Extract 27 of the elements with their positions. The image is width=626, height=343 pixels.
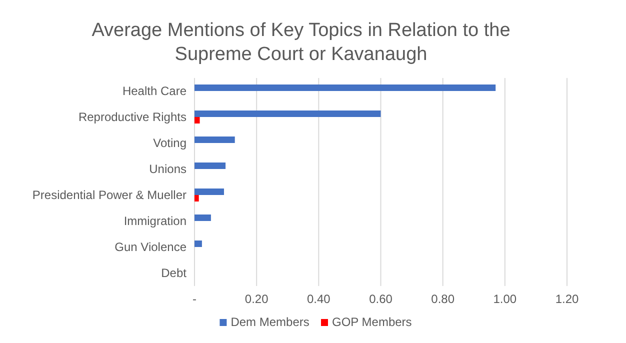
- x-tick-label: 1.20: [555, 292, 579, 306]
- bar: [194, 162, 226, 169]
- bar: [194, 110, 381, 117]
- x-tick-label: 0.60: [369, 292, 393, 306]
- bar: [194, 117, 200, 124]
- y-tick-label: Presidential Power & Mueller: [32, 188, 186, 202]
- y-tick-label: Immigration: [124, 214, 186, 228]
- bar: [194, 214, 211, 221]
- x-tick-label: 0.80: [431, 292, 455, 306]
- y-tick-label: Health Care: [122, 84, 187, 98]
- chart-title: Average Mentions of Key Topics in Relation to the Supreme Court or Kavanaugh: [92, 20, 510, 65]
- legend-label: GOP Members: [332, 315, 412, 329]
- bar: [194, 136, 235, 143]
- bar: [194, 195, 199, 202]
- y-tick-label: Voting: [153, 136, 186, 150]
- x-tick-label: 0.20: [244, 292, 269, 306]
- legend-label: Dem Members: [230, 315, 310, 329]
- bar: [194, 188, 224, 195]
- bar: [194, 84, 496, 91]
- x-tick-label: 0.40: [306, 292, 331, 306]
- y-tick-label: Reproductive Rights: [78, 110, 186, 124]
- y-tick-label: Gun Violence: [114, 240, 187, 254]
- y-tick-label: Unions: [149, 162, 186, 176]
- bar: [194, 240, 202, 247]
- x-tick-label: -: [192, 292, 196, 306]
- x-tick-label: 1.00: [493, 292, 517, 306]
- y-tick-label: Debt: [161, 266, 188, 280]
